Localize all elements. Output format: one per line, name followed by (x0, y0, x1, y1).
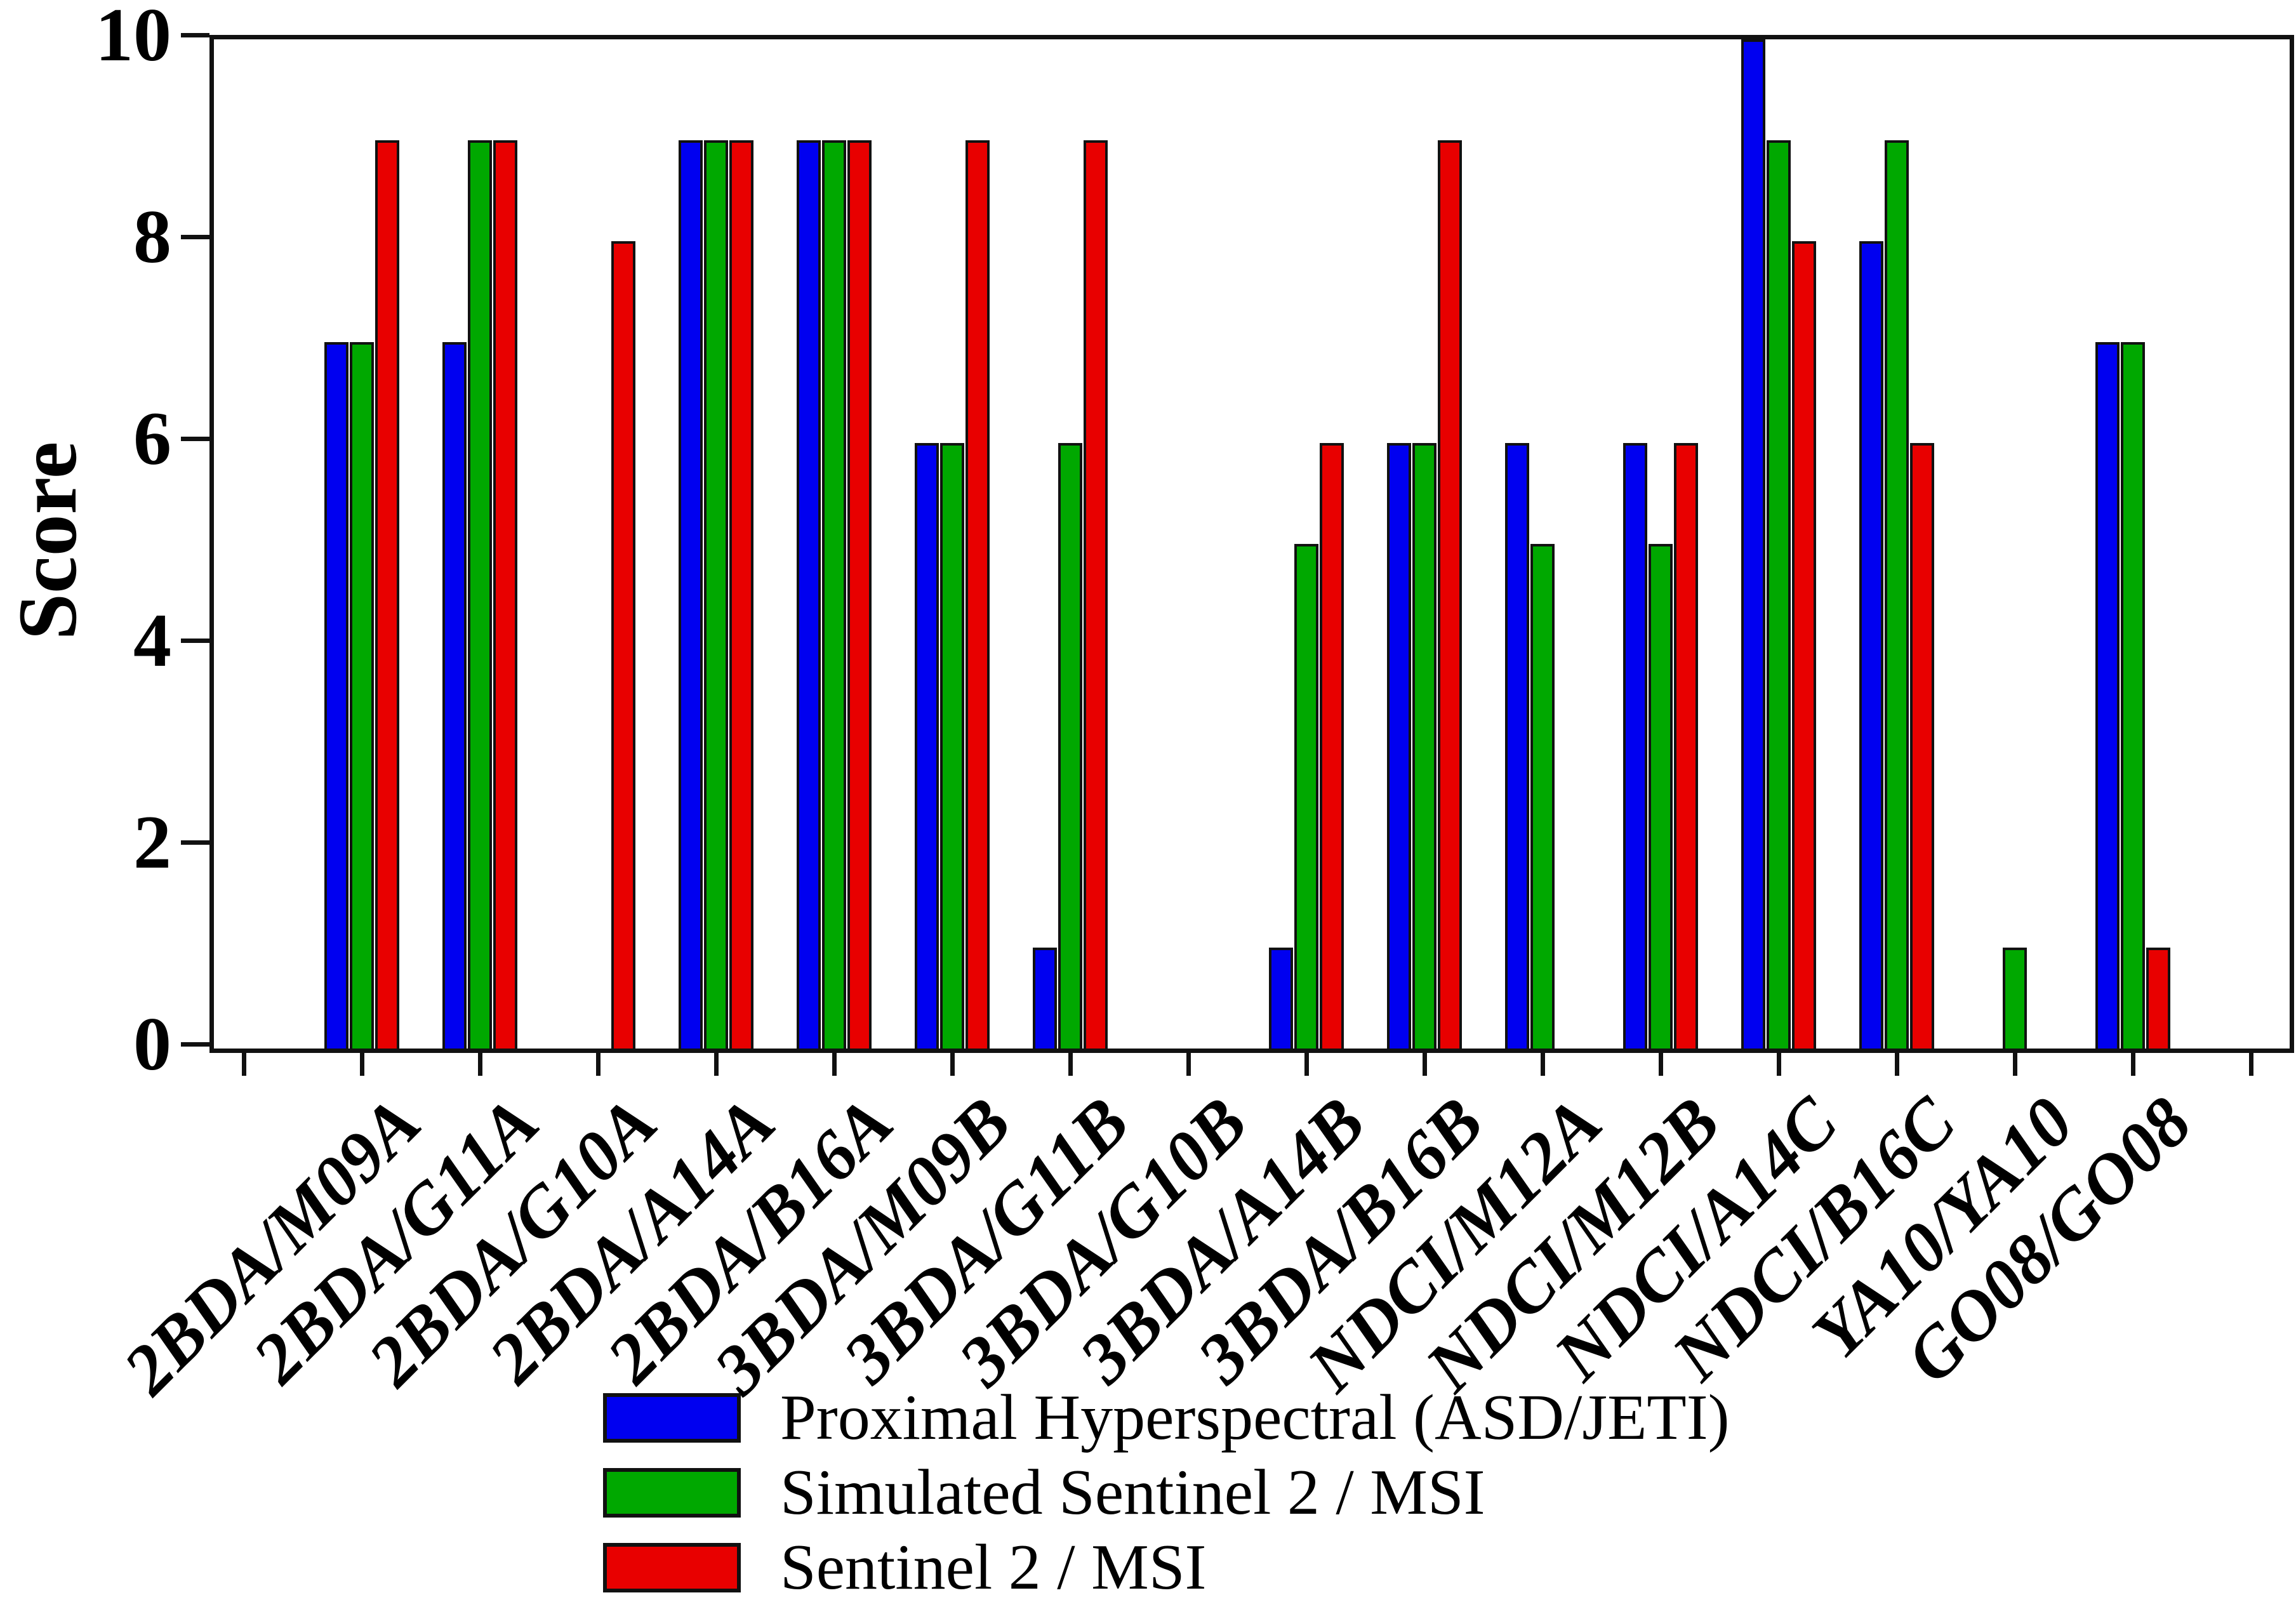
y-axis-tick (181, 1042, 209, 1047)
bar-2BDA/M09A-series1 (324, 342, 348, 1049)
legend-row: Proximal Hyperspectral (ASD/JETI) (603, 1383, 1730, 1453)
x-axis-tick (1541, 1049, 1545, 1076)
x-axis-tick (1186, 1049, 1191, 1076)
bar-NDCI/A14C-series1 (1741, 39, 1765, 1049)
bar-2BDA/M09A-series3 (375, 140, 399, 1049)
x-axis-tick (950, 1049, 955, 1076)
legend-row: Sentinel 2 / MSI (603, 1533, 1730, 1603)
bar-NDCI/M12B-series3 (1674, 443, 1698, 1049)
bar-3BDA/A14B-series1 (1269, 948, 1293, 1049)
bar-2BDA/G11A-series1 (442, 342, 467, 1049)
y-tick-label: 10 (95, 0, 171, 77)
y-tick-label: 2 (133, 800, 171, 884)
plot-area (209, 35, 2294, 1053)
legend-swatch (603, 1393, 741, 1443)
legend-label: Proximal Hyperspectral (ASD/JETI) (780, 1382, 1730, 1453)
bar-2BDA/G11A-series2 (468, 140, 492, 1049)
bar-NDCI/A14C-series2 (1767, 140, 1791, 1049)
y-tick-label: 8 (133, 194, 171, 279)
bar-NDCI/B16C-series1 (1859, 241, 1883, 1049)
bar-GO08/GO08-series1 (2095, 342, 2120, 1049)
legend-swatch (603, 1468, 741, 1518)
x-axis-tick (1659, 1049, 1663, 1076)
bar-NDCI/B16C-series3 (1910, 443, 1934, 1049)
x-axis-tick (596, 1049, 601, 1076)
bar-NDCI/B16C-series2 (1885, 140, 1909, 1049)
bar-3BDA/G11B-series1 (1033, 948, 1057, 1049)
bar-3BDA/B16B-series2 (1412, 443, 1437, 1049)
bar-NDCI/M12B-series2 (1649, 544, 1673, 1049)
y-axis-tick (181, 840, 209, 845)
bar-2BDA/A14A-series3 (729, 140, 753, 1049)
bar-GO08/GO08-series3 (2146, 948, 2170, 1049)
y-axis-tick (181, 33, 209, 37)
y-tick-label: 6 (133, 396, 171, 480)
bar-3BDA/G11B-series2 (1058, 443, 1082, 1049)
x-axis-tick (242, 1049, 246, 1076)
bar-3BDA/A14B-series3 (1320, 443, 1344, 1049)
x-axis-tick (2131, 1049, 2135, 1076)
bar-2BDA/A14A-series2 (704, 140, 728, 1049)
bar-NDCI/A14C-series3 (1792, 241, 1816, 1049)
y-tick-label: 0 (133, 1002, 171, 1086)
x-axis-tick (478, 1049, 482, 1076)
y-axis-tick (181, 638, 209, 643)
bar-3BDA/M09B-series2 (940, 443, 964, 1049)
x-axis-tick (2013, 1049, 2017, 1076)
x-axis-tick (1895, 1049, 1899, 1076)
x-axis-tick (832, 1049, 837, 1076)
bar-NDCI/M12A-series2 (1530, 544, 1555, 1049)
bar-GO08/GO08-series2 (2121, 342, 2145, 1049)
bar-3BDA/M09B-series3 (966, 140, 990, 1049)
legend: Proximal Hyperspectral (ASD/JETI) Simulat… (603, 1383, 1730, 1616)
bar-3BDA/M09B-series1 (915, 443, 939, 1049)
legend-label: Sentinel 2 / MSI (780, 1532, 1207, 1603)
legend-label: Simulated Sentinel 2 / MSI (780, 1457, 1485, 1528)
x-axis-tick (714, 1049, 719, 1076)
x-axis-tick (1304, 1049, 1309, 1076)
bar-NDCI/M12A-series1 (1505, 443, 1529, 1049)
bar-3BDA/B16B-series1 (1387, 443, 1411, 1049)
bar-3BDA/G11B-series3 (1084, 140, 1108, 1049)
y-axis-tick (181, 235, 209, 239)
x-axis-tick (360, 1049, 364, 1076)
bar-YA10/YA10-series2 (2003, 948, 2027, 1049)
x-axis-tick (1423, 1049, 1427, 1076)
y-tick-label: 4 (133, 598, 171, 682)
bar-2BDA/B16A-series1 (797, 140, 821, 1049)
x-axis-tick (2249, 1049, 2253, 1076)
bar-2BDA/A14A-series1 (679, 140, 703, 1049)
bar-2BDA/G11A-series3 (493, 140, 517, 1049)
x-axis-tick (1777, 1049, 1781, 1076)
bar-3BDA/B16B-series3 (1438, 140, 1462, 1049)
bar-2BDA/B16A-series3 (847, 140, 872, 1049)
x-axis-tick (1068, 1049, 1073, 1076)
bar-2BDA/G10A-series3 (611, 241, 635, 1049)
bar-2BDA/B16A-series2 (822, 140, 846, 1049)
legend-swatch (603, 1543, 741, 1592)
legend-row: Simulated Sentinel 2 / MSI (603, 1458, 1730, 1528)
bar-NDCI/M12B-series1 (1623, 443, 1647, 1049)
y-axis-tick (181, 437, 209, 441)
bar-2BDA/M09A-series2 (350, 342, 374, 1049)
bar-3BDA/A14B-series2 (1294, 544, 1318, 1049)
